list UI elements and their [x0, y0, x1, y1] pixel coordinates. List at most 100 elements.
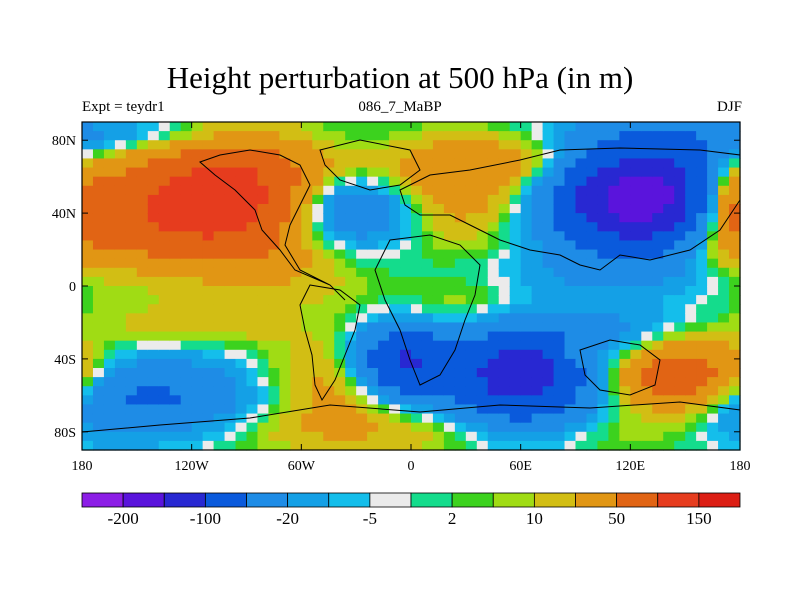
field-cell: [619, 304, 631, 314]
field-cell: [158, 213, 171, 223]
field-cell: [443, 413, 456, 424]
field-cell: [411, 295, 423, 305]
field-cell: [575, 386, 588, 396]
field-cell: [312, 231, 324, 242]
colorbar-box: [492, 492, 535, 508]
field-cell: [509, 140, 522, 150]
field-cell: [378, 258, 390, 269]
field-cell: [125, 413, 138, 424]
field-cell: [652, 140, 664, 150]
field-cell: [520, 422, 533, 433]
field-cell: [520, 395, 533, 406]
field-cell: [432, 413, 445, 424]
field-cell: [334, 304, 346, 314]
field-cell: [268, 286, 280, 296]
field-cell: [498, 386, 511, 396]
field-cell: [202, 222, 215, 232]
field-cell: [411, 185, 423, 196]
field-cell: [268, 322, 280, 333]
field-cell: [476, 422, 489, 433]
field-cell: [597, 422, 609, 433]
field-cell: [367, 286, 379, 296]
field-cell: [652, 185, 664, 196]
field-cell: [652, 286, 664, 296]
field-cell: [674, 313, 686, 324]
field-cell: [103, 222, 116, 232]
field-cell: [125, 286, 138, 296]
field-cell: [685, 267, 697, 278]
field-cell: [476, 431, 489, 442]
field-cell: [213, 377, 226, 387]
field-cell: [586, 249, 599, 260]
field-cell: [312, 185, 324, 196]
field-cell: [696, 158, 708, 169]
field-cell: [619, 322, 631, 333]
field-cell: [103, 194, 116, 205]
field-cell: [136, 431, 149, 442]
field-cell: [411, 194, 423, 205]
field-cell: [465, 386, 478, 396]
field-cell: [531, 213, 544, 223]
field-cell: [498, 249, 511, 260]
field-cell: [268, 249, 280, 260]
field-cell: [312, 395, 324, 406]
field-cell: [246, 377, 259, 387]
field-cell: [180, 331, 193, 342]
field-cell: [707, 322, 719, 333]
field-cell: [696, 368, 708, 378]
field-cell: [290, 322, 302, 333]
field-cell: [125, 304, 138, 314]
field-cell: [520, 440, 533, 451]
field-cell: [542, 368, 555, 378]
field-cell: [125, 158, 138, 169]
field-cell: [235, 258, 248, 269]
field-cell: [257, 377, 270, 387]
field-cell: [213, 386, 226, 396]
field-cell: [191, 140, 204, 150]
field-cell: [114, 386, 127, 396]
field-cell: [531, 331, 544, 342]
field-cell: [125, 267, 138, 278]
field-cell: [334, 322, 346, 333]
field-cell: [268, 358, 280, 369]
field-cell: [476, 158, 489, 169]
field-cell: [487, 304, 500, 314]
field-cell: [674, 340, 686, 351]
field-cell: [147, 149, 160, 160]
field-cell: [421, 140, 434, 150]
field-cell: [82, 258, 94, 269]
field-cell: [696, 422, 708, 433]
field-cell: [301, 440, 313, 451]
field-cell: [520, 131, 533, 141]
field-cell: [400, 222, 412, 232]
field-cell: [476, 358, 489, 369]
field-cell: [147, 122, 160, 132]
field-cell: [597, 440, 609, 451]
field-cell: [575, 258, 588, 269]
field-cell: [103, 413, 116, 424]
field-cell: [224, 349, 237, 360]
field-cell: [718, 140, 730, 150]
field-cell: [674, 322, 686, 333]
field-cell: [542, 340, 555, 351]
field-cell: [180, 368, 193, 378]
field-cell: [564, 404, 577, 415]
field-cell: [246, 349, 259, 360]
field-cell: [224, 358, 237, 369]
field-cell: [301, 176, 313, 187]
field-cell: [268, 349, 280, 360]
field-cell: [312, 167, 324, 178]
field-cell: [213, 167, 226, 178]
field-cell: [213, 358, 226, 369]
field-cell: [301, 413, 313, 424]
field-cell: [235, 204, 248, 214]
field-cell: [531, 286, 544, 296]
field-cell: [257, 185, 270, 196]
field-cell: [235, 194, 248, 205]
field-cell: [685, 213, 697, 223]
field-cell: [542, 386, 555, 396]
field-cell: [268, 395, 280, 406]
field-cell: [158, 377, 171, 387]
field-cell: [323, 431, 335, 442]
field-cell: [575, 185, 588, 196]
